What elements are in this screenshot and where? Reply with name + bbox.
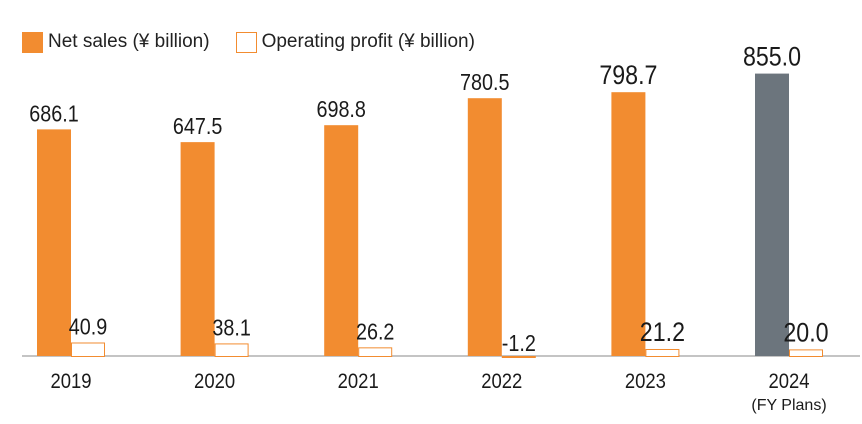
operating-profit-value-label-2019: 40.9 bbox=[69, 314, 107, 340]
x-tick-label-2020: 2020 bbox=[194, 370, 235, 393]
operating-profit-value-label-2020: 38.1 bbox=[212, 315, 250, 341]
operating-profit-bar-2022 bbox=[501, 356, 536, 358]
net-sales-value-label-2022: 780.5 bbox=[460, 70, 510, 96]
x-tick-sublabel-2024: (FY Plans) bbox=[751, 397, 826, 414]
net-sales-value-label-2024: 855.0 bbox=[743, 42, 801, 72]
x-tick-label-2021: 2021 bbox=[338, 370, 379, 393]
net-sales-bar-2022 bbox=[467, 98, 502, 356]
operating-profit-value-label-2021: 26.2 bbox=[356, 319, 394, 345]
operating-profit-bar-2019 bbox=[71, 342, 105, 357]
net-sales-value-label-2019: 686.1 bbox=[29, 101, 78, 127]
net-sales-value-label-2020: 647.5 bbox=[173, 114, 223, 140]
legend-item-net-sales: Net sales (¥ billion) bbox=[22, 31, 210, 53]
net-sales-bar-2023 bbox=[611, 92, 646, 356]
x-tick-labels-group: 2019 2020 2021 2022 2023 2024 (FY Plans) bbox=[50, 370, 826, 414]
bars-group bbox=[37, 73, 823, 358]
operating-profit-bar-2020 bbox=[214, 343, 249, 357]
legend-label-operating-profit: Operating profit (¥ billion) bbox=[261, 31, 475, 52]
x-tick-label-2022: 2022 bbox=[481, 370, 522, 393]
net-sales-bar-2019 bbox=[37, 129, 71, 356]
x-tick-label-2019: 2019 bbox=[50, 370, 91, 393]
x-tick-label-2023: 2023 bbox=[625, 370, 666, 393]
operating-profit-value-label-2024: 20.0 bbox=[783, 318, 828, 348]
operating-profit-bar-2021 bbox=[358, 347, 393, 357]
chart-legend: Net sales (¥ billion) Operating profit (… bbox=[22, 31, 501, 53]
operating-profit-value-label-2022: -1.2 bbox=[502, 331, 536, 357]
legend-label-net-sales: Net sales (¥ billion) bbox=[48, 31, 210, 52]
value-labels-group: 686.1 40.9 647.5 38.1 698.8 26.2 780.5 -1.2 798.… bbox=[29, 42, 828, 356]
net-sales-bar-2024 bbox=[755, 73, 789, 356]
legend-swatch-operating-profit bbox=[235, 31, 257, 53]
operating-profit-bar-2023 bbox=[645, 348, 680, 358]
net-sales-bar-2021 bbox=[324, 125, 359, 356]
net-sales-bar-2020 bbox=[180, 142, 215, 356]
legend-item-operating-profit: Operating profit (¥ billion) bbox=[235, 31, 475, 53]
operating-profit-bar-2024 bbox=[789, 349, 823, 358]
legend-swatch-net-sales bbox=[22, 31, 43, 53]
net-sales-value-label-2023: 798.7 bbox=[599, 61, 657, 91]
operating-profit-value-label-2023: 21.2 bbox=[640, 317, 685, 347]
net-sales-value-label-2021: 698.8 bbox=[316, 97, 365, 123]
x-tick-label-2024: 2024 bbox=[768, 370, 809, 393]
